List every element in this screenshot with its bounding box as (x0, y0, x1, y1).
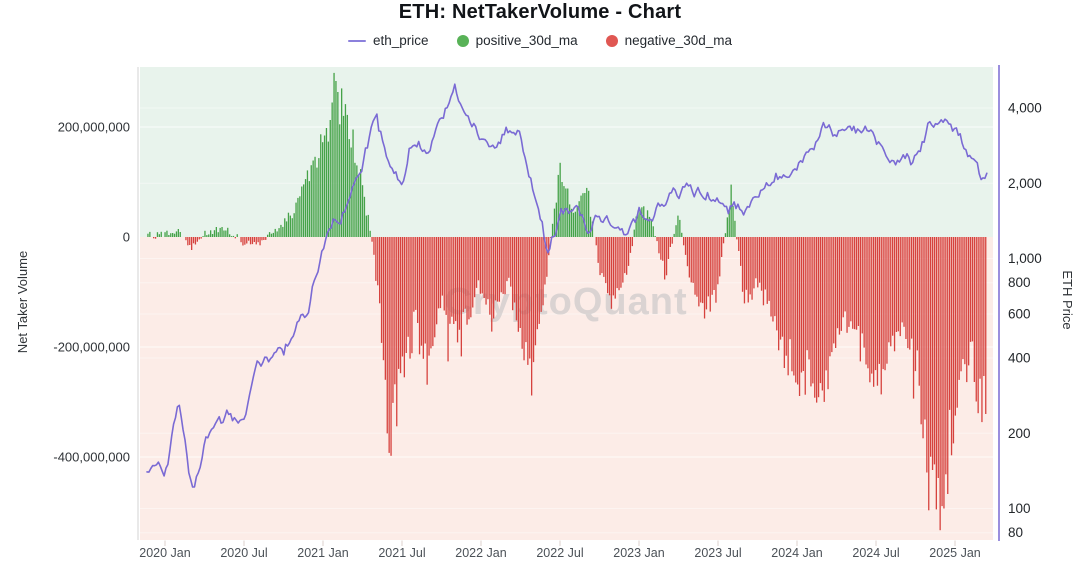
chart-title: ETH: NetTakerVolume - Chart (398, 1, 682, 23)
legend-label-negative-30d-ma: negative_30d_ma (624, 33, 732, 48)
right-axis-title: ETH Price (1060, 270, 1075, 329)
green-dot-icon (456, 34, 469, 47)
y-axis-right-tick: 100 (1008, 501, 1031, 516)
line-marker-icon (348, 39, 367, 42)
y-axis-left-tick: -200,000,000 (53, 340, 130, 355)
y-axis-right-tick: 800 (1008, 275, 1031, 290)
x-axis-tick: 2022 Jul (536, 546, 583, 560)
y-axis-right-tick: 80 (1008, 525, 1023, 540)
y-axis-right-tick: 2,000 (1008, 176, 1042, 191)
red-dot-icon (605, 34, 618, 47)
y-axis-right-tick: 400 (1008, 351, 1031, 366)
legend-item-eth-price[interactable]: eth_price (348, 33, 429, 48)
y-axis-right-tick: 1,000 (1008, 251, 1042, 266)
x-axis-tick: 2024 Jan (771, 546, 822, 560)
legend-item-negative-30d-ma[interactable]: negative_30d_ma (605, 33, 732, 48)
x-axis-tick: 2020 Jul (220, 546, 267, 560)
y-axis-right-tick: 4,000 (1008, 101, 1042, 116)
x-axis-tick: 2024 Jul (852, 546, 899, 560)
y-axis-left-tick: 0 (123, 230, 130, 245)
legend-item-positive-30d-ma[interactable]: positive_30d_ma (456, 33, 578, 48)
x-axis-tick: 2023 Jan (613, 546, 664, 560)
x-axis-tick: 2020 Jan (139, 546, 190, 560)
y-axis-right-tick: 600 (1008, 306, 1031, 321)
eth-price-line (146, 83, 988, 488)
y-axis-right-tick: 200 (1008, 426, 1031, 441)
legend: eth_price positive_30d_ma negative_30d_m… (0, 33, 1080, 48)
x-axis-tick: 2022 Jan (455, 546, 506, 560)
x-axis-tick: 2023 Jul (694, 546, 741, 560)
x-axis-ticks: 2020 Jan 2020 Jul 2021 Jan 2021 Jul 2022 Jan… (139, 540, 981, 560)
volume-bars (147, 72, 987, 531)
left-axis-title: Net Taker Volume (15, 251, 30, 353)
y-axis-left-ticks: 200,000,000 0 -200,000,000 -400,000,000 (53, 120, 130, 465)
y-axis-right-ticks: 4,000 2,000 1,000 800 600 400 200 100 80 (1008, 101, 1042, 541)
legend-label-positive-30d-ma: positive_30d_ma (475, 33, 578, 48)
legend-label-eth-price: eth_price (373, 33, 429, 48)
x-axis-tick: 2021 Jul (378, 546, 425, 560)
x-axis-tick: 2025 Jan (929, 546, 980, 560)
y-axis-left-tick: 200,000,000 (58, 120, 130, 135)
y-axis-left-tick: -400,000,000 (53, 450, 130, 465)
x-axis-tick: 2021 Jan (297, 546, 348, 560)
